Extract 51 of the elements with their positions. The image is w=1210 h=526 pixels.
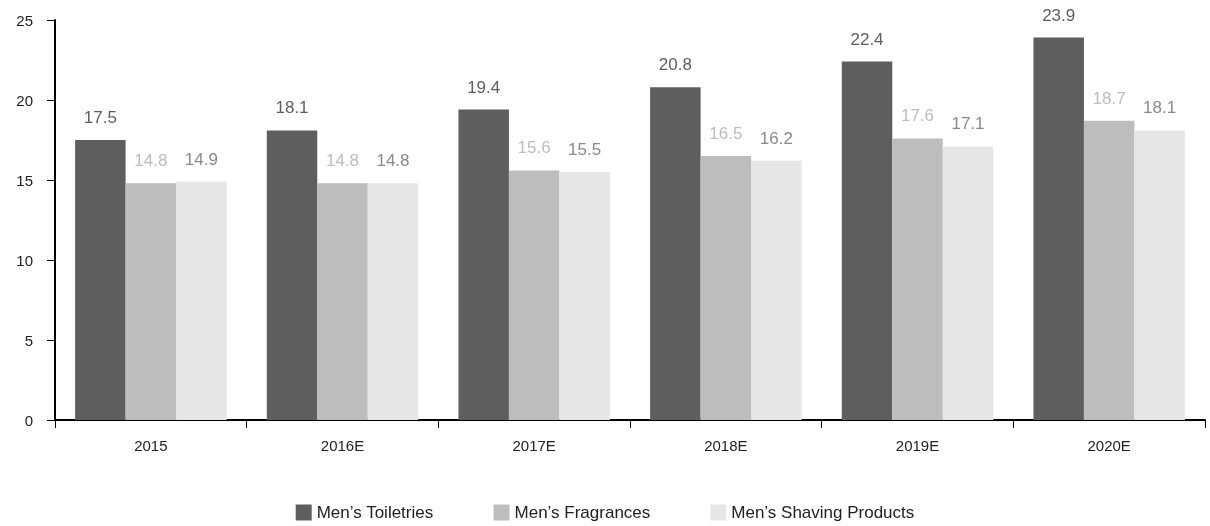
data-label: 17.5 [83, 108, 117, 127]
data-label: 18.1 [275, 98, 309, 118]
bar [892, 138, 943, 420]
data-label: 20.8 [658, 55, 692, 75]
bar [841, 61, 893, 420]
data-label: 16.2 [759, 128, 793, 148]
x-tick-label: 2020E [1087, 437, 1131, 454]
bar [75, 140, 126, 420]
legend-label: Men’s Toiletries [316, 503, 434, 522]
data-label: 23.9 [1042, 5, 1076, 25]
bar [942, 146, 994, 420]
bar [650, 87, 701, 420]
y-tick-label: 25 [16, 11, 33, 29]
bar [125, 183, 177, 420]
legend-label: Men’s Shaving Products [731, 503, 915, 522]
data-label: 17.6 [900, 106, 935, 126]
bar [1083, 120, 1135, 420]
y-tick-label: 0 [24, 411, 33, 429]
data-label: 22.4 [850, 29, 884, 49]
x-tick-label: 2015 [134, 437, 168, 454]
data-label: 19.4 [467, 77, 501, 97]
bar [1134, 130, 1185, 420]
data-label: 14.8 [325, 151, 360, 171]
bar [266, 130, 318, 420]
bar [700, 156, 752, 420]
x-tick-label: 2018E [704, 437, 748, 454]
data-label: 17.1 [951, 114, 985, 134]
x-tick-label: 2019E [895, 437, 940, 454]
data-label: 14.8 [134, 151, 168, 171]
data-label: 15.5 [568, 140, 602, 159]
bar [367, 183, 419, 420]
data-label: 16.5 [709, 124, 743, 143]
legend-label: Men’s Fragrances [514, 503, 651, 522]
data-label: 14.8 [376, 151, 410, 171]
bar [176, 181, 227, 420]
x-tick-label: 2017E [512, 437, 556, 454]
bar [508, 170, 560, 420]
bar [751, 160, 802, 420]
bar [559, 172, 610, 420]
bar [317, 183, 368, 420]
y-tick-label: 5 [24, 331, 33, 349]
data-label: 15.6 [517, 138, 551, 158]
data-label: 14.9 [184, 149, 218, 169]
y-tick-label: 20 [16, 91, 33, 109]
y-tick-label: 10 [16, 251, 33, 269]
bar [1033, 37, 1084, 420]
data-label: 18.7 [1092, 88, 1126, 108]
bar [458, 109, 509, 420]
x-tick-label: 2016E [320, 437, 365, 454]
data-label: 18.1 [1143, 98, 1177, 118]
y-tick-label: 15 [16, 171, 33, 189]
